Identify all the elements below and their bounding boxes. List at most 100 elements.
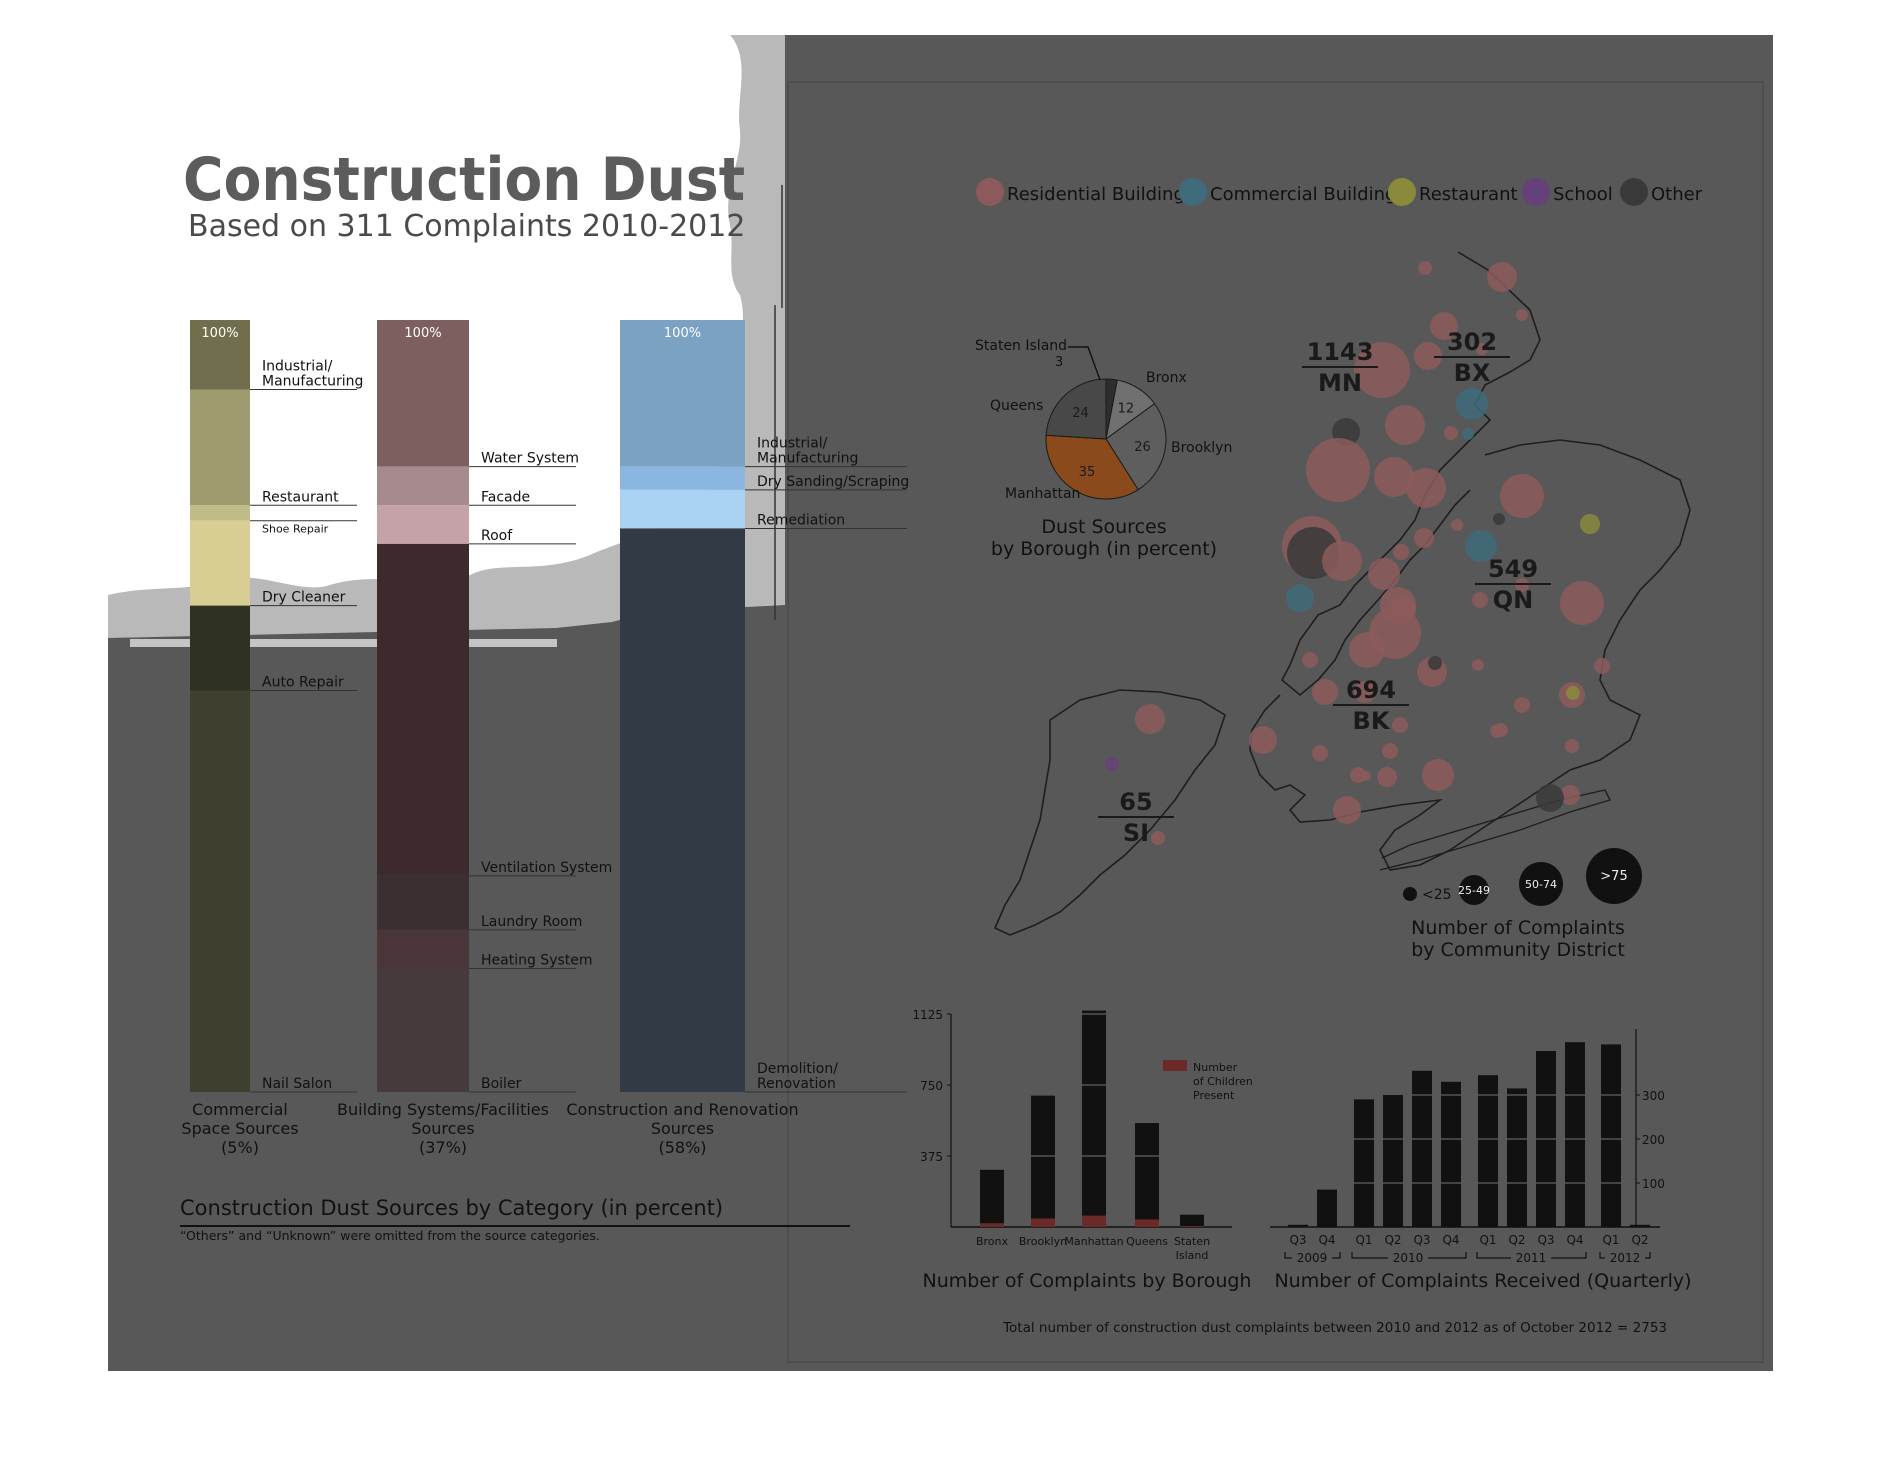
column-top-label: 100%	[201, 326, 238, 341]
legend-swatch	[1388, 178, 1416, 206]
year-label: 2011	[1516, 1251, 1547, 1265]
legend-swatch	[1163, 1060, 1187, 1071]
stacked-title: Construction Dust Sources by Category (i…	[180, 1196, 723, 1220]
map-dot	[1428, 656, 1442, 670]
map-dot	[1151, 831, 1165, 845]
pie-slice-queens	[1045, 378, 1107, 440]
pie-title: by Borough (in percent)	[991, 538, 1217, 560]
map-dot	[1430, 312, 1458, 340]
segment-label: Dry Cleaner	[262, 590, 346, 606]
year-label-bg	[1605, 1251, 1645, 1265]
segment-label: Facade	[481, 489, 530, 505]
pie-slice-brooklyn	[1105, 403, 1167, 491]
column-caption: (37%)	[419, 1138, 467, 1157]
segment-1-6	[377, 968, 469, 1092]
quarterly-bar-chart: 100 200 300 Q3 Q4 Q1 Q2 Q3 Q4 Q1 Q2 Q3 Q4 Q1 Q2 2009 201…	[1270, 1029, 1692, 1292]
segment-label: Heating System	[481, 952, 593, 968]
column-caption: Sources	[651, 1119, 714, 1138]
chart-title: Number of Complaints by Borough	[923, 1270, 1252, 1292]
pie-slice-manhattan	[1045, 434, 1139, 500]
inner-frame	[787, 81, 1764, 1363]
map-dot	[1580, 514, 1600, 534]
size-legend-circle	[1459, 875, 1489, 905]
chart-title: Number of Complaints Received (Quarterly…	[1274, 1270, 1691, 1292]
size-legend-circle	[1403, 887, 1417, 901]
map-outline-bronx-manhattan	[1280, 251, 1541, 697]
bar-9	[1565, 1042, 1585, 1227]
borough-count: 65	[1119, 788, 1152, 816]
map-dot	[1566, 686, 1580, 700]
map-dot	[1414, 528, 1434, 548]
segment-1-5	[377, 929, 469, 969]
map-dot	[1472, 659, 1484, 671]
borough-abbr: QN	[1493, 586, 1534, 614]
page-title: Construction Dust	[183, 144, 745, 215]
borough-count: 1143	[1307, 338, 1374, 366]
map-dot	[1500, 474, 1544, 518]
map-dot	[1105, 757, 1119, 771]
map-outline-queens-brooklyn	[1249, 439, 1691, 871]
bar-0	[980, 1169, 1004, 1227]
map-dot	[1560, 581, 1604, 625]
column-caption: Construction and Renovation	[566, 1100, 798, 1119]
size-legend-label: 25-49	[1458, 884, 1490, 897]
map-dot	[1476, 343, 1488, 355]
size-legend-label: 50-74	[1525, 878, 1557, 891]
pie-label-staten: Staten Island	[975, 338, 1067, 354]
legend-text: Number	[1193, 1061, 1238, 1074]
borough-abbr: MN	[1318, 369, 1362, 397]
map-dot	[1322, 541, 1362, 581]
pie-value: 35	[1079, 465, 1096, 480]
map-dot	[1594, 658, 1610, 674]
legend-label: Other	[1651, 184, 1703, 205]
map-dot	[1286, 584, 1314, 612]
year-label: 2010	[1393, 1251, 1424, 1265]
map-dot	[1493, 513, 1505, 525]
size-legend-title: by Community District	[1411, 939, 1625, 961]
size-legend-label: <25	[1422, 887, 1452, 903]
borough-abbr: SI	[1123, 819, 1149, 847]
segment-label: Laundry Room	[481, 914, 582, 930]
column-caption: Sources	[411, 1119, 474, 1138]
x-tick-label: Q4	[1566, 1233, 1583, 1247]
x-tick-label: Q1	[1479, 1233, 1496, 1247]
x-tick-label: Q1	[1355, 1233, 1372, 1247]
map-dot	[1312, 679, 1338, 705]
map-dot	[1462, 428, 1474, 440]
x-tick-label: Q4	[1442, 1233, 1459, 1247]
map-dot	[1135, 704, 1165, 734]
segment-1-2	[377, 505, 469, 544]
segment-2-1	[620, 466, 745, 490]
x-tick-label: Brooklyn	[1019, 1235, 1067, 1248]
map-dot	[1444, 426, 1458, 440]
segment-0-5	[190, 690, 250, 1092]
segment-0-3	[190, 520, 250, 606]
bar-children-4	[1180, 1226, 1204, 1227]
bar-3	[1383, 1095, 1403, 1227]
map-dot	[1472, 592, 1488, 608]
map-dot	[1306, 438, 1370, 502]
borough-count: 549	[1488, 555, 1538, 583]
page-subtitle: Based on 311 Complaints 2010-2012	[188, 209, 745, 244]
legend-swatch	[1522, 178, 1550, 206]
map-dot	[1516, 309, 1528, 321]
x-tick-label: Q4	[1318, 1233, 1335, 1247]
map-rockaway	[1379, 789, 1611, 871]
segment-label: Remediation	[757, 512, 845, 528]
x-tick-label: Queens	[1126, 1235, 1168, 1248]
x-tick-label: Q2	[1631, 1233, 1648, 1247]
pie-leader-line	[1068, 346, 1101, 381]
map-dot	[1406, 468, 1446, 508]
legend-swatch	[1179, 178, 1207, 206]
bar-1	[1031, 1095, 1055, 1227]
x-tick-label: Manhattan	[1064, 1235, 1123, 1248]
bar-children-3	[1135, 1219, 1159, 1227]
map-dot	[1333, 796, 1361, 824]
map-dot	[1422, 759, 1454, 791]
bar-10	[1601, 1044, 1621, 1227]
segment-1-4	[377, 875, 469, 930]
bar-3	[1135, 1123, 1159, 1227]
map-dot	[1414, 342, 1442, 370]
segment-label: Restaurant	[262, 489, 339, 505]
map-dot	[1392, 717, 1408, 733]
